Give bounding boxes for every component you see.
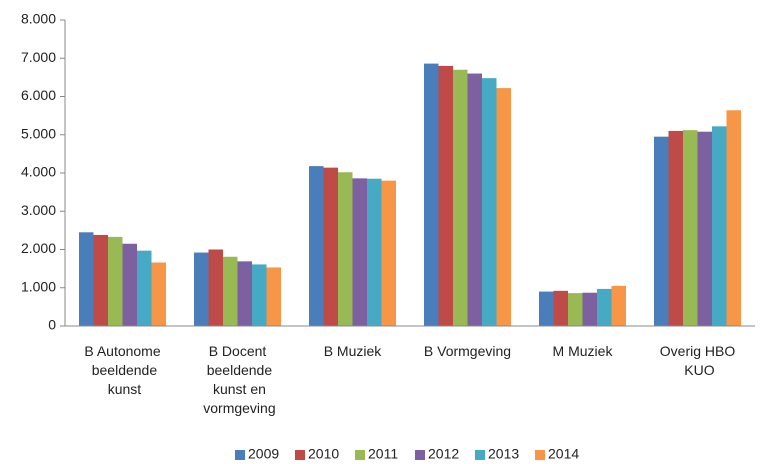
y-tick-label: 3.000 bbox=[21, 202, 56, 218]
bar bbox=[496, 88, 511, 327]
bar bbox=[237, 261, 252, 326]
legend-label: 2010 bbox=[308, 446, 339, 462]
x-tick-label: B Docent beeldende kunst en vormgeving bbox=[199, 343, 275, 416]
legend-label: 2014 bbox=[548, 446, 579, 462]
bar bbox=[697, 131, 712, 326]
bar bbox=[208, 249, 223, 326]
bar bbox=[453, 69, 468, 326]
bar bbox=[137, 250, 152, 326]
bar bbox=[194, 252, 209, 326]
bar bbox=[122, 243, 137, 326]
legend-swatch bbox=[295, 450, 305, 460]
bar bbox=[553, 290, 568, 326]
legend-swatch bbox=[475, 450, 485, 460]
bar bbox=[424, 63, 439, 326]
bar bbox=[352, 178, 367, 326]
legend-swatch bbox=[235, 450, 245, 460]
bar bbox=[726, 110, 741, 327]
bar bbox=[381, 180, 396, 326]
x-tick-label: B Muziek bbox=[324, 343, 383, 359]
bar bbox=[668, 130, 683, 326]
bar bbox=[438, 65, 453, 327]
y-tick-label: 1.000 bbox=[21, 278, 56, 294]
bar bbox=[654, 136, 669, 326]
bar bbox=[683, 130, 698, 326]
bar bbox=[93, 234, 108, 326]
legend-label: 2011 bbox=[368, 446, 398, 462]
legend-swatch bbox=[355, 450, 365, 460]
y-tick-label: 6.000 bbox=[21, 87, 56, 103]
bar bbox=[309, 166, 324, 326]
bar bbox=[597, 288, 612, 326]
bar bbox=[712, 126, 727, 327]
bar bbox=[108, 236, 123, 326]
bar bbox=[467, 73, 482, 326]
legend-label: 2012 bbox=[428, 446, 459, 462]
bar bbox=[611, 285, 626, 326]
y-tick-label: 2.000 bbox=[21, 240, 56, 256]
y-tick-label: 4.000 bbox=[21, 164, 56, 180]
bar bbox=[79, 232, 94, 326]
bar bbox=[252, 264, 267, 326]
x-tick-label: B Autonome beeldende kunst bbox=[84, 343, 160, 397]
legend-swatch bbox=[415, 450, 425, 460]
y-tick-label: 8.000 bbox=[21, 11, 56, 27]
y-tick-label: 7.000 bbox=[21, 49, 56, 65]
bar bbox=[223, 256, 238, 326]
bar bbox=[323, 167, 338, 326]
legend-label: 2009 bbox=[248, 446, 279, 462]
bar bbox=[582, 292, 597, 326]
y-tick-label: 5.000 bbox=[21, 125, 56, 141]
bar bbox=[367, 178, 382, 326]
y-tick-label: 0 bbox=[48, 317, 56, 333]
bar bbox=[266, 267, 281, 326]
legend-swatch bbox=[535, 450, 545, 460]
x-tick-label: M Muziek bbox=[553, 343, 614, 359]
bar bbox=[539, 291, 554, 326]
bar bbox=[482, 78, 497, 326]
legend-label: 2013 bbox=[488, 446, 519, 462]
x-tick-label: Overig HBO KUO bbox=[660, 343, 736, 378]
bar bbox=[568, 293, 583, 326]
x-tick-label: B Vormgeving bbox=[424, 343, 511, 359]
bar bbox=[338, 172, 353, 326]
bar bbox=[151, 262, 166, 326]
